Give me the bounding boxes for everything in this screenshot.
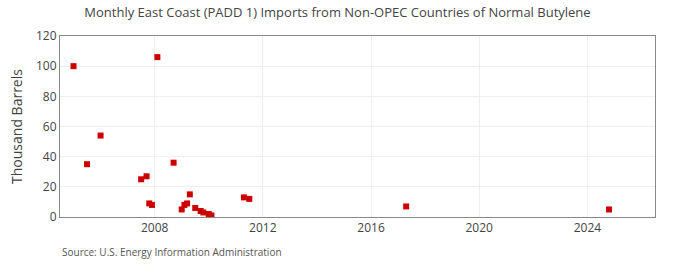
svg-text:2024: 2024 <box>574 219 602 236</box>
svg-text:Thousand Barrels: Thousand Barrels <box>7 69 26 184</box>
svg-text:2016: 2016 <box>357 219 385 236</box>
svg-text:0: 0 <box>50 208 57 225</box>
svg-text:Source: U.S. Energy Informatio: Source: U.S. Energy Information Administ… <box>62 245 282 259</box>
svg-text:2020: 2020 <box>465 219 493 236</box>
svg-text:2012: 2012 <box>249 219 277 236</box>
svg-text:Monthly East Coast (PADD 1) Im: Monthly East Coast (PADD 1) Imports from… <box>84 3 590 21</box>
svg-text:20: 20 <box>43 178 57 195</box>
svg-text:80: 80 <box>43 88 57 105</box>
svg-text:120: 120 <box>36 27 57 44</box>
svg-text:2008: 2008 <box>141 219 169 236</box>
svg-text:60: 60 <box>43 118 57 135</box>
svg-text:100: 100 <box>36 57 57 74</box>
svg-text:40: 40 <box>43 148 57 165</box>
